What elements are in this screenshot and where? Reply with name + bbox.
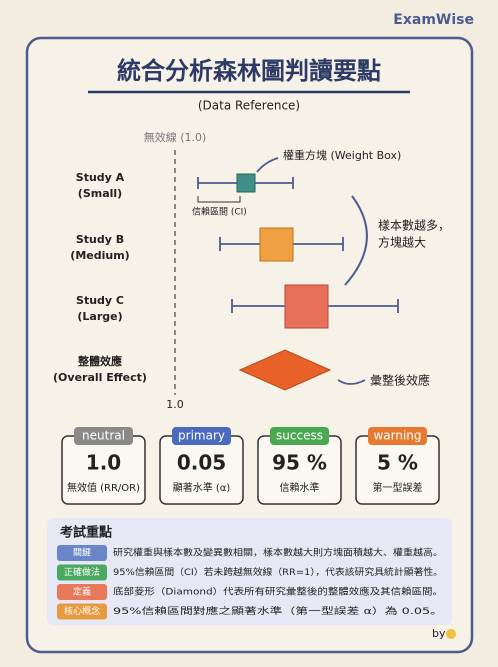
- arrow: [344, 195, 368, 286]
- row-tag: [57, 584, 107, 600]
- study-size: (Overall Effect): [53, 371, 147, 384]
- study-size: (Medium): [70, 249, 129, 262]
- annotation: 權重方塊 (Weight Box): [283, 148, 401, 162]
- axis-label: 1.0: [166, 398, 184, 411]
- card-tag-text: neutral: [82, 429, 125, 443]
- annotation: 彙整後效應: [370, 373, 430, 388]
- row-text: 底部菱形（Diamond）代表所有研究彙整後的整體效應及其信賴區間。: [113, 586, 443, 598]
- study-size: (Large): [77, 310, 122, 323]
- card-tag-text: success: [276, 429, 323, 443]
- subtitle: (Data Reference): [198, 99, 300, 113]
- study-name: Study A: [76, 171, 125, 184]
- weight-box: [284, 284, 329, 329]
- exam-title: 考試重點: [60, 525, 112, 541]
- study-name: 整體效應: [77, 354, 122, 368]
- exam-box: [47, 518, 452, 625]
- row-text: 研究權重與樣本數及變異數相關，樣本數越大則方塊面積越大、權重越高。: [113, 547, 443, 559]
- row-tag-text: 正確做法: [64, 566, 100, 578]
- annotation: 信賴區間 (CI): [192, 206, 247, 218]
- footer: by: [432, 627, 446, 640]
- card-label: 顯著水準 (α): [173, 481, 231, 494]
- card-tag: [270, 427, 329, 445]
- card-label: 第一型誤差: [373, 481, 423, 494]
- ci-bracket: [197, 196, 241, 203]
- arrow: [337, 379, 366, 385]
- weight-box: [236, 173, 256, 193]
- annotation: 樣本數越多，: [378, 218, 450, 233]
- row-tag-text: 定義: [73, 586, 91, 598]
- card-value: 95 %: [272, 451, 327, 475]
- card-label: 無效值 (RR/OR): [67, 481, 140, 494]
- card-tag: [368, 427, 427, 445]
- card-label: 信賴水準: [280, 481, 320, 494]
- row-tag: [57, 564, 107, 581]
- card-tag: [74, 427, 133, 445]
- null-line-label: 無效線 (1.0): [144, 130, 207, 144]
- study-size: (Small): [78, 187, 122, 200]
- study-name: Study B: [76, 233, 124, 246]
- row-tag: [57, 545, 107, 561]
- row-text: 95%信賴區間對應之顯著水準（第一型誤差 α）為 0.05。: [113, 605, 443, 617]
- title: 統合分析森林圖判讀要點: [117, 57, 381, 85]
- annotation: 方塊越大: [378, 235, 426, 250]
- row-tag-text: 核心概念: [64, 605, 100, 617]
- weight-box: [259, 227, 294, 262]
- diamond: [238, 349, 332, 391]
- study-name: Study C: [76, 294, 124, 307]
- row-tag-text: 關鍵: [73, 547, 91, 559]
- row-text: 95%信賴區間（CI）若未跨越無效線（RR=1），代表該研究具統計顯著性。: [113, 566, 443, 578]
- card-value: 1.0: [86, 451, 121, 475]
- icon: [446, 629, 456, 639]
- card-value: 5 %: [377, 451, 418, 475]
- brand: ExamWise: [393, 12, 474, 28]
- arrow: [256, 157, 279, 173]
- card-tag-text: warning: [373, 429, 421, 443]
- card-value: 0.05: [177, 451, 226, 475]
- row-tag: [57, 603, 107, 620]
- card-tag: [172, 427, 231, 445]
- card-tag-text: primary: [178, 429, 225, 443]
